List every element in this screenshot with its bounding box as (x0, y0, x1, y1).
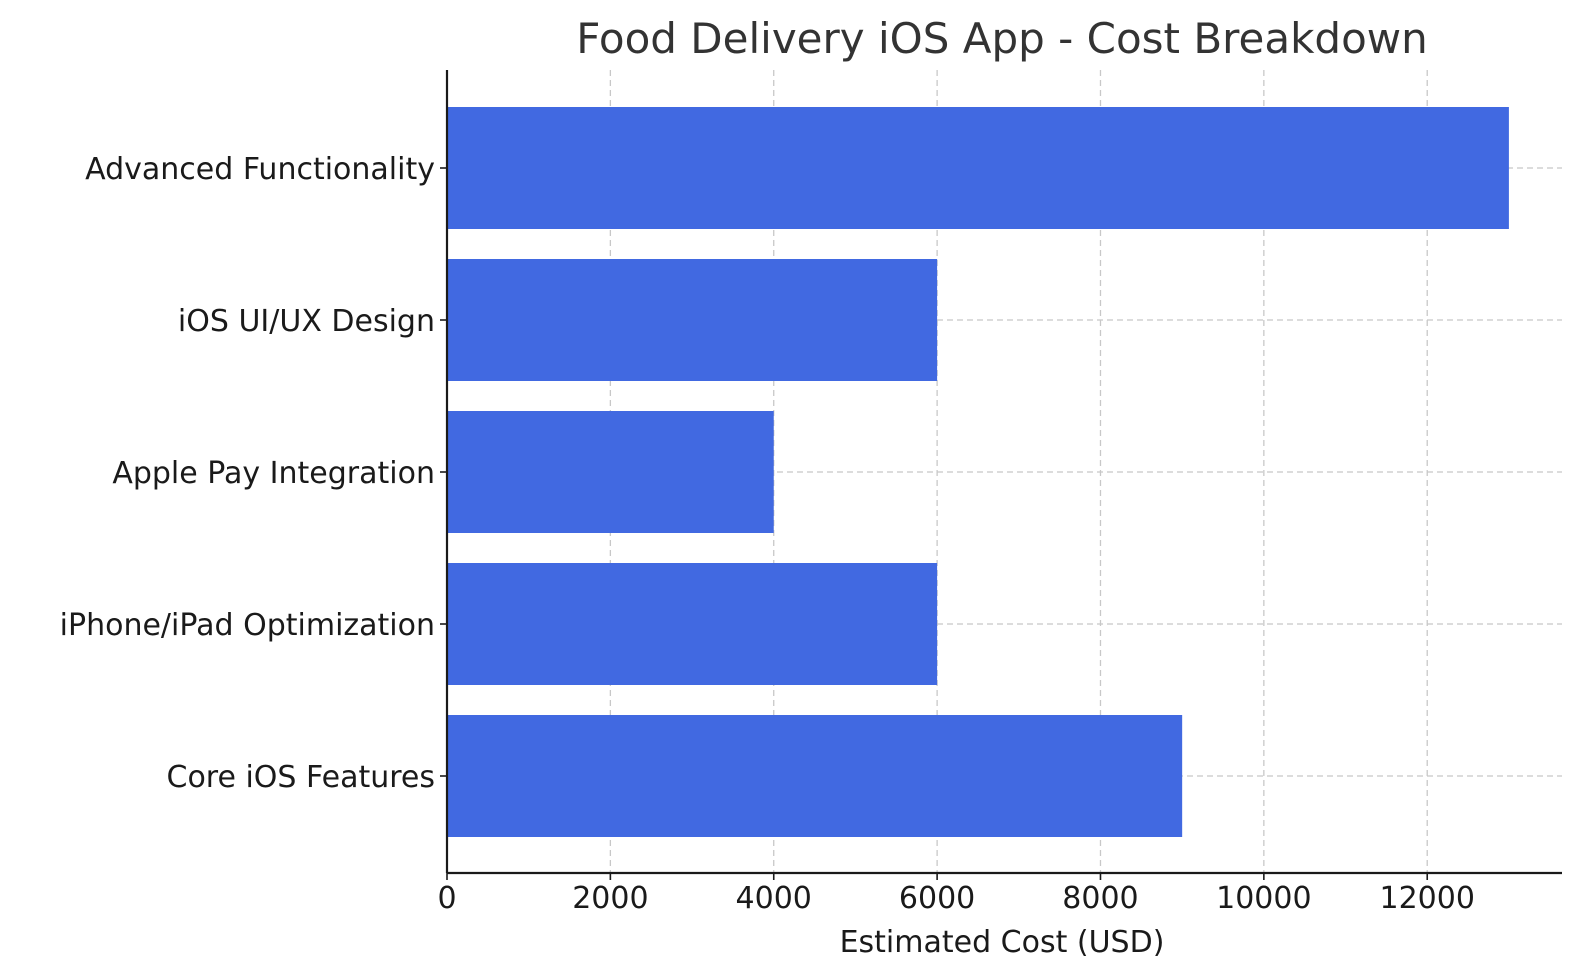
y-tick-label: Core iOS Features (167, 760, 436, 795)
x-tick-label: 0 (437, 881, 456, 916)
bar (447, 411, 774, 533)
bar (447, 259, 938, 381)
x-tick-label: 2000 (572, 881, 648, 916)
bar (447, 107, 1509, 229)
axes (440, 70, 1562, 880)
chart-title: Food Delivery iOS App - Cost Breakdown (576, 14, 1428, 63)
bars (447, 107, 1509, 837)
bar (447, 563, 938, 685)
y-tick-label: iOS UI/UX Design (178, 304, 435, 339)
y-tick-label: Advanced Functionality (85, 152, 435, 187)
bar (447, 715, 1183, 837)
tick-labels: 0 2000 4000 6000 8000 10000 12000 Core iOS Feat… (60, 152, 1475, 916)
x-tick-label: 4000 (736, 881, 812, 916)
y-tick-label: Apple Pay Integration (112, 456, 435, 491)
x-axis-label: Estimated Cost (USD) (840, 925, 1165, 960)
x-tick-label: 12000 (1380, 881, 1475, 916)
x-tick-label: 6000 (899, 881, 975, 916)
x-tick-label: 10000 (1216, 881, 1311, 916)
y-tick-label: iPhone/iPad Optimization (60, 608, 435, 643)
x-tick-label: 8000 (1062, 881, 1138, 916)
